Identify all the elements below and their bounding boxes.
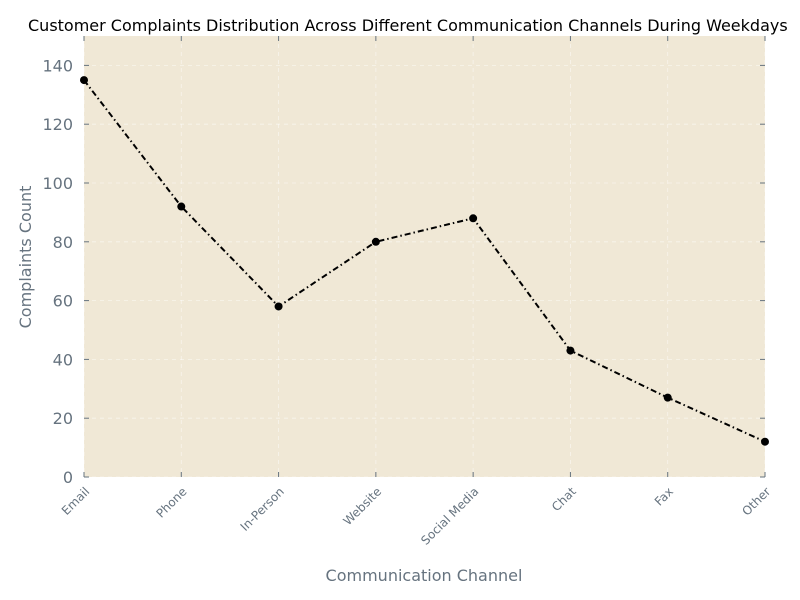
y-tick-label: 100 bbox=[42, 174, 73, 193]
x-tick-label: Phone bbox=[153, 484, 189, 520]
data-point bbox=[761, 437, 769, 446]
data-point bbox=[663, 393, 672, 402]
plot-area-background bbox=[84, 36, 765, 477]
y-tick-label: 20 bbox=[53, 409, 73, 428]
x-tick-labels: Email Phone In-Person Website Social Media Ch… bbox=[59, 484, 773, 547]
chart-title: Customer Complaints Distribution Across … bbox=[28, 16, 788, 35]
data-point bbox=[469, 214, 478, 223]
y-tick-label: 60 bbox=[53, 292, 73, 311]
y-tick-label: 40 bbox=[53, 350, 73, 369]
y-tick-label: 0 bbox=[63, 468, 73, 487]
axis-ticks bbox=[83, 36, 766, 478]
grid-lines bbox=[83, 36, 766, 478]
y-tick-label: 80 bbox=[53, 233, 73, 252]
y-tick-label: 120 bbox=[42, 115, 73, 134]
x-tick-label: Social Media bbox=[418, 484, 481, 547]
x-tick-label: Other bbox=[739, 484, 773, 518]
x-tick-label: Chat bbox=[549, 484, 579, 514]
data-point bbox=[371, 237, 380, 246]
y-axis-label: Complaints Count bbox=[16, 186, 35, 329]
data-point bbox=[177, 202, 186, 211]
data-point bbox=[566, 346, 575, 355]
x-tick-label: In-Person bbox=[238, 484, 287, 533]
x-tick-label: Fax bbox=[652, 484, 676, 508]
series-layer bbox=[80, 76, 769, 446]
x-axis-label: Communication Channel bbox=[326, 566, 523, 585]
data-point bbox=[80, 76, 88, 85]
x-tick-label: Email bbox=[59, 484, 92, 517]
x-tick-label: Website bbox=[340, 484, 384, 528]
data-point bbox=[274, 302, 283, 311]
series-line bbox=[83, 79, 766, 443]
y-tick-labels: 0 20 40 60 80 100 120 140 bbox=[42, 56, 73, 487]
y-tick-label: 140 bbox=[42, 56, 73, 75]
